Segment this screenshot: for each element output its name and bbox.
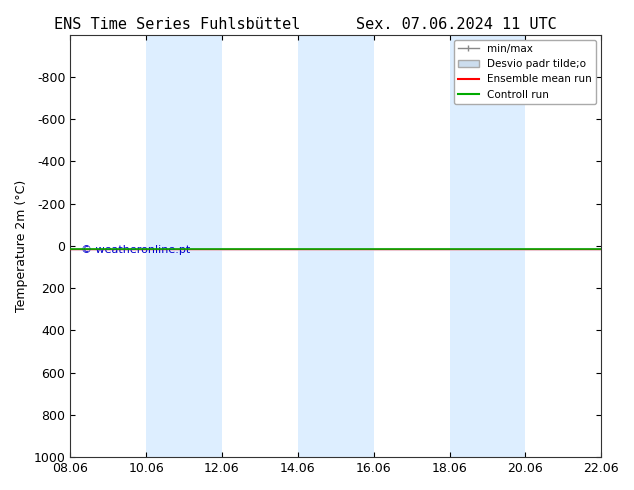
- Text: © weatheronline.pt: © weatheronline.pt: [81, 245, 190, 255]
- Bar: [373, 35, 450, 457]
- Legend: min/max, Desvio padr tilde;o, Ensemble mean run, Controll run: min/max, Desvio padr tilde;o, Ensemble m…: [454, 40, 596, 104]
- Bar: [526, 35, 601, 457]
- Y-axis label: Temperature 2m (°C): Temperature 2m (°C): [15, 180, 28, 312]
- Bar: [70, 35, 146, 457]
- Bar: [222, 35, 298, 457]
- Text: Sex. 07.06.2024 11 UTC: Sex. 07.06.2024 11 UTC: [356, 17, 557, 32]
- Text: ENS Time Series Fuhlsbüttel: ENS Time Series Fuhlsbüttel: [55, 17, 301, 32]
